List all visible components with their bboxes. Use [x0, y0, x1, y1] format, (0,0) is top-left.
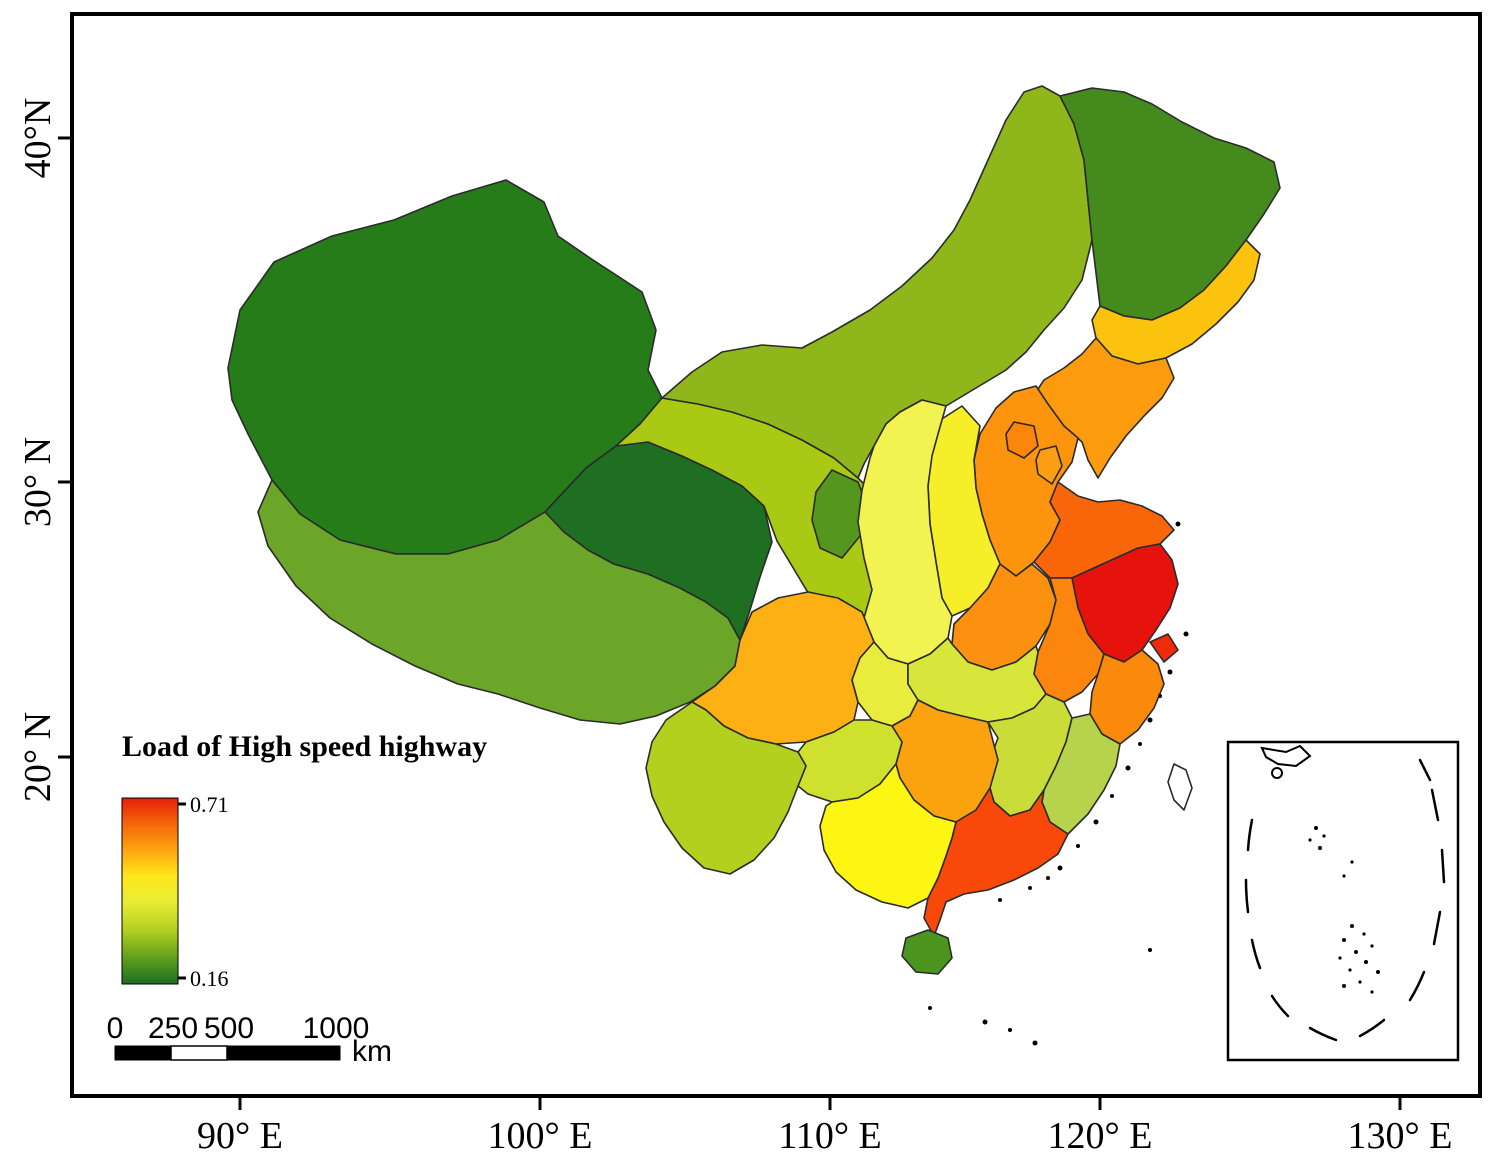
legend-min-value: 0.16 [190, 966, 229, 991]
lon-label-130e: 130° E [1348, 1115, 1453, 1157]
province-shanghai [1149, 633, 1179, 663]
coastal-islands [928, 521, 1189, 1046]
legend-max-value: 0.71 [190, 792, 229, 817]
inset-hainan [1271, 767, 1283, 779]
scale-unit: km [352, 1035, 392, 1068]
legend-title: Load of High speed highway [122, 730, 487, 763]
scale-segment-1 [114, 1045, 172, 1061]
scale-segment-3 [226, 1045, 341, 1061]
scale-bar: 0 250 500 1000 km [107, 1012, 392, 1068]
province-taiwan [1167, 763, 1193, 811]
province-layer [227, 85, 1281, 975]
legend-gradient-bar [121, 797, 179, 985]
axis-labels: 40°N 30° N 20° N 90° E 100° E 110° E 120… [17, 98, 1452, 1157]
lat-label-20n: 20° N [17, 712, 59, 802]
lat-label-40n: 40°N [17, 98, 59, 179]
province-hainan [901, 929, 953, 975]
province-fujian [1041, 713, 1121, 835]
province-tianjin [1035, 445, 1063, 485]
province-yunnan [645, 701, 807, 875]
scale-label-500: 500 [204, 1012, 254, 1045]
province-zhejiang [1089, 649, 1165, 745]
scale-label-1000: 1000 [303, 1012, 370, 1045]
province-anhui [1033, 577, 1105, 703]
inset-island-cluster [1308, 826, 1380, 994]
legend: Load of High speed highway 0.71 0.16 [121, 730, 487, 991]
lon-label-100e: 100° E [488, 1115, 593, 1157]
lon-label-110e: 110° E [778, 1115, 882, 1157]
inset-border [1226, 740, 1460, 1062]
lat-label-30n: 30° N [17, 437, 59, 527]
axis-ticks [58, 136, 1402, 1110]
lon-label-120e: 120° E [1048, 1115, 1153, 1157]
province-guangxi [819, 763, 957, 909]
province-beijing [1005, 421, 1039, 459]
province-inner-mongolia [661, 85, 1093, 479]
scale-label-250: 250 [148, 1012, 198, 1045]
lon-label-90e: 90° E [197, 1115, 283, 1157]
inset-nine-dash-line [1244, 758, 1446, 1042]
province-liaoning [1031, 337, 1175, 479]
inset-south-china-sea [1226, 740, 1460, 1062]
inset-coastline [1260, 744, 1312, 768]
scale-segment-2 [170, 1045, 228, 1061]
scale-label-0: 0 [107, 1012, 124, 1045]
